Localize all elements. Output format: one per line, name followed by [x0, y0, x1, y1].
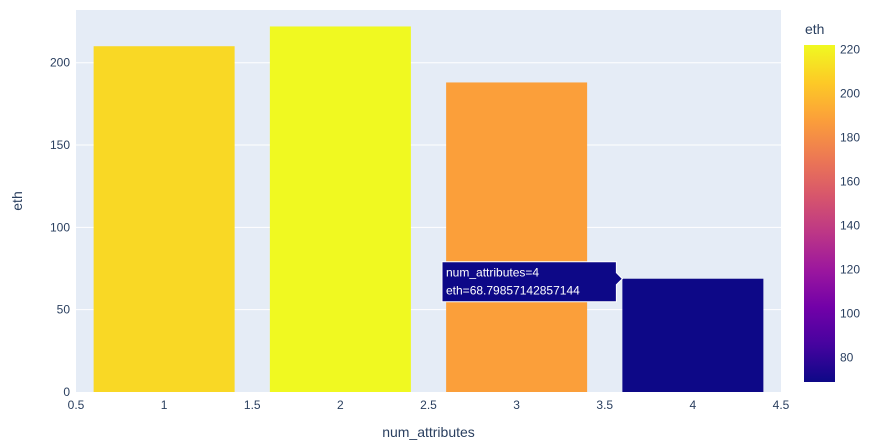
colorbar-tick-label: 160	[840, 174, 860, 188]
tooltip-line-x: num_attributes=4	[446, 266, 539, 280]
y-axis-ticks: 0 50 100 150 200	[50, 56, 70, 399]
x-tick-label: 2	[337, 398, 344, 412]
colorbar-tick-label: 120	[840, 262, 860, 276]
bars	[93, 26, 764, 393]
colorbar-tick-label: 200	[840, 86, 860, 100]
colorbar-ticks: 80 100 120 140 160 180 200 220	[840, 42, 860, 364]
y-axis-title: eth	[9, 191, 25, 210]
bar-2[interactable]	[269, 26, 411, 393]
y-tick-label: 200	[50, 56, 70, 70]
colorbar	[804, 45, 835, 382]
x-tick-label: 3.5	[596, 398, 613, 412]
x-tick-label: 4	[690, 398, 697, 412]
x-tick-label: 2.5	[420, 398, 437, 412]
y-tick-label: 50	[57, 303, 71, 317]
colorbar-tick-label: 180	[840, 130, 860, 144]
x-axis-title: num_attributes	[382, 424, 475, 440]
bar-1[interactable]	[93, 46, 235, 393]
bar-4[interactable]	[622, 278, 764, 392]
y-tick-label: 150	[50, 138, 70, 152]
x-tick-label: 1	[161, 398, 168, 412]
hover-tooltip: num_attributes=4 eth=68.79857142857144	[441, 261, 624, 303]
x-tick-label: 3	[513, 398, 520, 412]
tooltip-box	[441, 261, 624, 303]
x-axis-ticks: 0.5 1 1.5 2 2.5 3 3.5 4 4.5	[68, 398, 790, 412]
bar-3[interactable]	[446, 82, 588, 392]
y-tick-label: 0	[63, 385, 70, 399]
y-tick-label: 100	[50, 220, 70, 234]
tooltip-line-y: eth=68.79857142857144	[446, 284, 580, 298]
colorbar-tick-label: 220	[840, 42, 860, 56]
colorbar-tick-label: 100	[840, 306, 860, 320]
x-tick-label: 1.5	[244, 398, 261, 412]
x-tick-label: 0.5	[68, 398, 85, 412]
colorbar-tick-label: 80	[840, 350, 854, 364]
x-tick-label: 4.5	[773, 398, 790, 412]
colorbar-tick-label: 140	[840, 218, 860, 232]
colorbar-title: eth	[805, 21, 824, 37]
